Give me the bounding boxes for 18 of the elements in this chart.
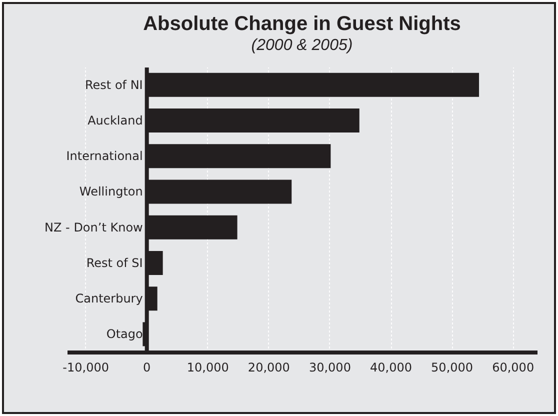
y-tick-label: Auckland <box>88 113 143 128</box>
y-tick-label: Otago <box>106 327 143 342</box>
x-tick-label: 20,000 <box>248 360 290 374</box>
x-tick-label: 10,000 <box>186 360 229 374</box>
y-tick-label: Wellington <box>79 184 143 199</box>
chart-title: Absolute Change in Guest Nights <box>143 13 461 35</box>
x-tick-label: 30,000 <box>308 360 351 374</box>
y-tick-label: Rest of SI <box>86 256 143 270</box>
y-tick-label: Rest of NI <box>84 78 143 92</box>
x-tick-label: 50,000 <box>431 360 474 374</box>
chart-subtitle: (2000 & 2005) <box>251 37 353 54</box>
x-tick-label: 0 <box>143 360 151 374</box>
x-tick-label: 60,000 <box>492 360 534 374</box>
x-tick-label: -10,000 <box>62 360 109 374</box>
y-tick-label: International <box>66 149 143 164</box>
y-tick-label: NZ - Don’t Know <box>44 220 144 234</box>
x-tick-label: 40,000 <box>370 360 412 374</box>
y-tick-label: Canterbury <box>75 292 143 306</box>
